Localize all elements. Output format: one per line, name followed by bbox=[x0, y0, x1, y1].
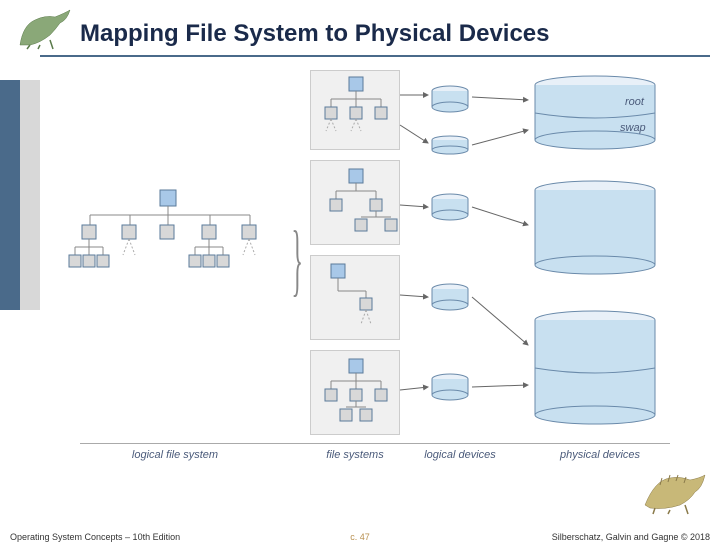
footer-left: Operating System Concepts – 10th Edition bbox=[10, 532, 180, 542]
fs-panel-1 bbox=[310, 70, 400, 150]
dinosaur-icon-top bbox=[15, 5, 75, 50]
sidebar-dark-stripe bbox=[0, 80, 20, 310]
physical-cyl-2 bbox=[530, 180, 660, 280]
sidebar-light-stripe bbox=[20, 80, 40, 310]
col-label-physical-devices: physical devices bbox=[540, 449, 660, 470]
disk-label-root: root bbox=[625, 96, 645, 108]
physical-cyl-3 bbox=[530, 310, 660, 430]
logical-cyl-1 bbox=[430, 85, 470, 115]
brace-icon: } bbox=[291, 185, 303, 335]
footer-right: Silberschatz, Galvin and Gagne © 2018 bbox=[552, 532, 710, 542]
logical-cyl-5 bbox=[430, 373, 470, 403]
logical-cyl-2 bbox=[430, 135, 470, 157]
col-label-logical-devices: logical devices bbox=[410, 449, 510, 470]
physical-cyl-1: root swap bbox=[530, 75, 660, 155]
logical-cyl-4 bbox=[430, 283, 470, 313]
fs-panel-4 bbox=[310, 350, 400, 435]
col-label-file-systems: file systems bbox=[310, 449, 400, 470]
diagram-baseline bbox=[80, 443, 670, 444]
fs-panel-2 bbox=[310, 160, 400, 245]
fs-panel-3 bbox=[310, 255, 400, 340]
title-underline bbox=[40, 55, 710, 57]
diagram-area: } root swap bbox=[60, 65, 680, 470]
disk-label-swap: swap bbox=[620, 122, 646, 134]
footer-center: c. 47 bbox=[350, 532, 370, 542]
logical-cyl-3 bbox=[430, 193, 470, 223]
page-title: Mapping File System to Physical Devices bbox=[80, 20, 550, 48]
col-label-logical-fs: logical file system bbox=[110, 449, 240, 470]
dinosaur-icon-bottom bbox=[640, 470, 710, 515]
logical-fs-tree bbox=[60, 185, 290, 335]
